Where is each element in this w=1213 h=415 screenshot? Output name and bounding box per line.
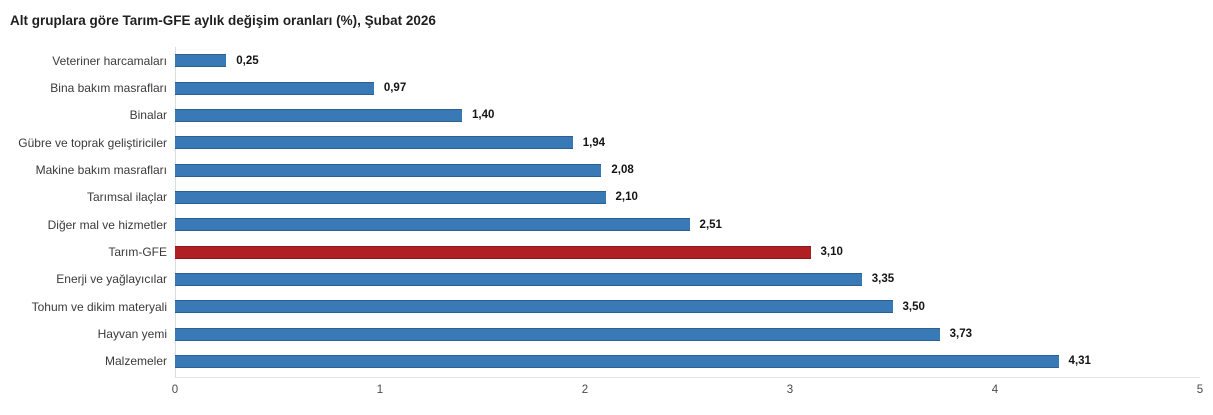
- value-label: 2,10: [615, 191, 638, 204]
- value-label: 3,73: [949, 328, 973, 341]
- bar: [175, 81, 374, 95]
- x-axis-tick: 4: [991, 384, 999, 397]
- value-label: 2,08: [611, 164, 634, 177]
- bar: [175, 190, 606, 204]
- bar-track: 4,31: [175, 348, 1200, 375]
- bar: [175, 163, 602, 177]
- x-axis-tick: 3: [786, 384, 794, 397]
- bar-track: 3,50: [175, 293, 1200, 320]
- bar-row: Diğer mal ve hizmetler 2,51: [0, 211, 1213, 238]
- category-label: Bina bakım masrafları: [50, 81, 167, 96]
- x-axis-tick: 5: [1196, 384, 1204, 397]
- bar-row: Tarım-GFE 3,10: [0, 238, 1213, 265]
- bar-row: Bina bakım masrafları 0,97: [0, 74, 1213, 101]
- x-axis-tick: 2: [581, 384, 589, 397]
- bar-chart: Veteriner harcamaları 0,25 Bina bakım masr…: [0, 47, 1213, 404]
- bar-row: Tarımsal ilaçlar 2,10: [0, 184, 1213, 211]
- category-label: Binalar: [129, 108, 167, 123]
- bar-track: 1,40: [175, 102, 1200, 129]
- bar: [175, 327, 940, 341]
- x-axis-line: [175, 377, 1200, 379]
- bar-row: Tohum ve dikim materyali 3,50: [0, 293, 1213, 320]
- category-label: Gübre ve toprak geliştiriciler: [18, 135, 167, 150]
- category-label: Makine bakım masrafları: [35, 163, 167, 178]
- bar: [175, 136, 573, 150]
- bar-row: Malzemeler 4,31: [0, 348, 1213, 375]
- bar-track: 0,97: [175, 74, 1200, 101]
- value-label: 1,40: [472, 109, 495, 122]
- category-label: Hayvan yemi: [97, 327, 167, 342]
- category-label: Veteriner harcamaları: [52, 53, 167, 68]
- bar-row: Enerji ve yağlayıcılar 3,35: [0, 266, 1213, 293]
- bar-row: Binalar 1,40: [0, 102, 1213, 129]
- bar-track: 3,35: [175, 266, 1200, 293]
- bar-rows: Veteriner harcamaları 0,25 Bina bakım masr…: [0, 47, 1213, 375]
- value-label: 3,35: [871, 273, 895, 286]
- bar-track: 2,51: [175, 211, 1200, 238]
- value-label: 0,97: [383, 82, 407, 95]
- chart-title: Alt gruplara göre Tarım-GFE aylık değişi…: [10, 13, 436, 28]
- bar-track: 1,94: [175, 129, 1200, 156]
- bar: [175, 54, 227, 68]
- bar: [175, 108, 462, 122]
- bar-track: 2,10: [175, 184, 1200, 211]
- category-label: Tohum ve dikim materyali: [31, 299, 167, 314]
- x-axis-tick: 0: [171, 384, 179, 397]
- bar-track: 3,73: [175, 320, 1200, 347]
- y-axis-line: [175, 47, 176, 377]
- x-axis-tick-labels: 0 1 2 3 4 5: [171, 384, 1204, 404]
- bar-row: Veteriner harcamaları 0,25: [0, 47, 1213, 74]
- bar-row: Gübre ve toprak geliştiriciler 1,94: [0, 129, 1213, 156]
- category-label: Tarımsal ilaçlar: [86, 190, 167, 205]
- value-label: 2,51: [699, 218, 722, 231]
- category-label: Diğer mal ve hizmetler: [47, 217, 167, 232]
- bar-track: 0,25: [175, 47, 1200, 74]
- value-label: 1,94: [582, 136, 606, 149]
- bar: [175, 354, 1059, 368]
- bar-row: Hayvan yemi 3,73: [0, 320, 1213, 347]
- category-label: Malzemeler: [104, 354, 167, 369]
- bar-row: Makine bakım masrafları 2,08: [0, 156, 1213, 183]
- category-label: Enerji ve yağlayıcılar: [56, 272, 167, 287]
- value-label: 4,31: [1068, 355, 1091, 368]
- value-label: 3,50: [902, 300, 925, 313]
- bar-highlight-tarim-gfe: [175, 245, 811, 259]
- x-axis-tick: 1: [376, 384, 384, 397]
- value-label: 0,25: [236, 54, 259, 67]
- value-label: 3,10: [820, 246, 843, 259]
- bar: [175, 300, 893, 314]
- bar-track: 2,08: [175, 156, 1200, 183]
- bar: [175, 218, 690, 232]
- category-label: Tarım-GFE: [108, 245, 167, 260]
- bar-track: 3,10: [175, 238, 1200, 265]
- bar: [175, 272, 862, 286]
